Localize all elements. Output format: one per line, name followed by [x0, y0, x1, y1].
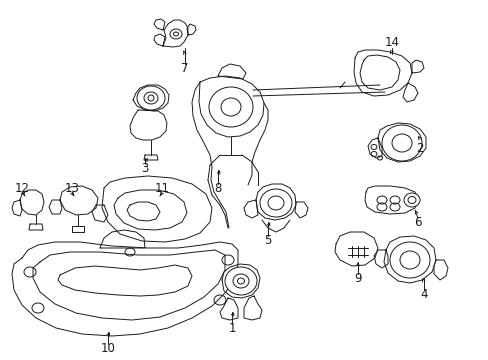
Ellipse shape	[237, 278, 244, 284]
Polygon shape	[334, 232, 377, 266]
Text: 1: 1	[228, 321, 235, 334]
Polygon shape	[402, 83, 417, 102]
Text: 13: 13	[64, 181, 79, 194]
Polygon shape	[411, 60, 423, 73]
Polygon shape	[133, 85, 169, 111]
Ellipse shape	[267, 196, 284, 210]
Polygon shape	[244, 296, 262, 320]
Polygon shape	[12, 200, 22, 216]
Polygon shape	[154, 19, 164, 30]
Text: 14: 14	[384, 36, 399, 49]
Ellipse shape	[221, 98, 241, 116]
Polygon shape	[60, 186, 98, 215]
Ellipse shape	[389, 242, 429, 278]
Text: 6: 6	[413, 216, 421, 229]
Polygon shape	[102, 176, 212, 242]
Text: 12: 12	[15, 181, 29, 194]
Ellipse shape	[170, 29, 182, 39]
Ellipse shape	[260, 189, 291, 217]
Polygon shape	[222, 264, 260, 298]
Polygon shape	[72, 226, 84, 232]
Polygon shape	[33, 250, 224, 320]
Ellipse shape	[399, 251, 419, 269]
Polygon shape	[143, 155, 158, 160]
Text: 2: 2	[415, 141, 423, 154]
Polygon shape	[256, 184, 295, 220]
Polygon shape	[100, 230, 145, 248]
Ellipse shape	[143, 92, 158, 104]
Polygon shape	[163, 20, 187, 47]
Text: 10: 10	[101, 342, 115, 355]
Polygon shape	[186, 24, 196, 35]
Text: 4: 4	[419, 288, 427, 301]
Polygon shape	[218, 64, 245, 79]
Text: 7: 7	[181, 62, 188, 75]
Polygon shape	[373, 250, 387, 268]
Text: 11: 11	[154, 181, 169, 194]
Ellipse shape	[391, 134, 411, 152]
Ellipse shape	[381, 125, 421, 161]
Polygon shape	[130, 110, 167, 140]
Text: 5: 5	[264, 234, 271, 247]
Polygon shape	[364, 186, 417, 214]
Text: 9: 9	[353, 271, 361, 284]
Ellipse shape	[137, 86, 164, 110]
Ellipse shape	[148, 95, 154, 101]
Polygon shape	[92, 205, 108, 222]
Ellipse shape	[208, 87, 252, 127]
Polygon shape	[154, 34, 164, 46]
Text: 3: 3	[141, 162, 148, 175]
Polygon shape	[367, 138, 381, 158]
Polygon shape	[220, 298, 238, 320]
Polygon shape	[294, 202, 307, 218]
Polygon shape	[114, 190, 186, 230]
Ellipse shape	[232, 274, 248, 288]
Text: 8: 8	[214, 181, 221, 194]
Polygon shape	[377, 123, 425, 162]
Polygon shape	[20, 190, 44, 215]
Polygon shape	[433, 260, 447, 280]
Polygon shape	[244, 200, 258, 218]
Polygon shape	[353, 50, 411, 96]
Polygon shape	[58, 265, 192, 296]
Polygon shape	[383, 236, 435, 283]
Polygon shape	[29, 224, 43, 230]
Ellipse shape	[224, 267, 257, 295]
Polygon shape	[199, 76, 264, 137]
Polygon shape	[49, 200, 62, 214]
Ellipse shape	[403, 193, 419, 207]
Polygon shape	[359, 55, 399, 90]
Polygon shape	[127, 202, 160, 221]
Polygon shape	[12, 242, 238, 336]
